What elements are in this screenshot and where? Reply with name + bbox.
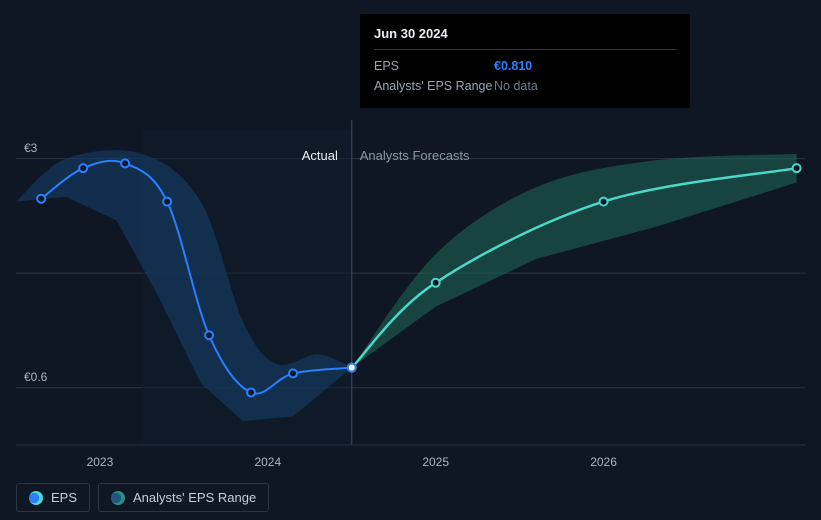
legend-item-range[interactable]: Analysts' EPS Range xyxy=(98,483,269,512)
x-axis-label: 2026 xyxy=(590,455,617,469)
x-axis-label: 2025 xyxy=(422,455,449,469)
phase-label-forecast: Analysts Forecasts xyxy=(360,148,470,163)
legend-item-eps[interactable]: EPS xyxy=(16,483,90,512)
y-axis-label: €3 xyxy=(24,141,37,155)
legend-swatch-range xyxy=(111,491,125,505)
legend-swatch-eps xyxy=(29,491,43,505)
tooltip-row-value: €0.810 xyxy=(494,56,532,76)
phase-label-actual: Actual xyxy=(302,148,338,163)
chart-legend: EPS Analysts' EPS Range xyxy=(16,483,269,512)
chart-plot-area[interactable]: €0.6 €3 Actual Analysts Forecasts Jun 30 … xyxy=(16,0,805,465)
tooltip-date: Jun 30 2024 xyxy=(374,26,676,41)
legend-label-eps: EPS xyxy=(51,490,77,505)
x-axis-labels: 2023 2024 2025 2026 xyxy=(16,455,805,475)
tooltip-row: EPS€0.810 xyxy=(374,56,676,76)
y-axis-label: €0.6 xyxy=(24,370,47,384)
chart-container: €0.6 €3 Actual Analysts Forecasts Jun 30 … xyxy=(0,0,821,520)
chart-tooltip: Jun 30 2024 EPS€0.810Analysts' EPS Range… xyxy=(360,14,690,108)
tooltip-row-value: No data xyxy=(494,76,538,96)
tooltip-separator xyxy=(374,49,676,50)
tooltip-row-label: Analysts' EPS Range xyxy=(374,76,494,96)
legend-label-range: Analysts' EPS Range xyxy=(133,490,256,505)
tooltip-row-label: EPS xyxy=(374,56,494,76)
tooltip-row: Analysts' EPS RangeNo data xyxy=(374,76,676,96)
x-axis-label: 2024 xyxy=(254,455,281,469)
x-axis-label: 2023 xyxy=(87,455,114,469)
